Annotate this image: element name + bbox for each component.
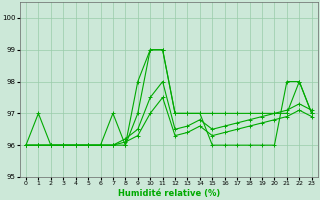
X-axis label: Humidité relative (%): Humidité relative (%) bbox=[118, 189, 220, 198]
